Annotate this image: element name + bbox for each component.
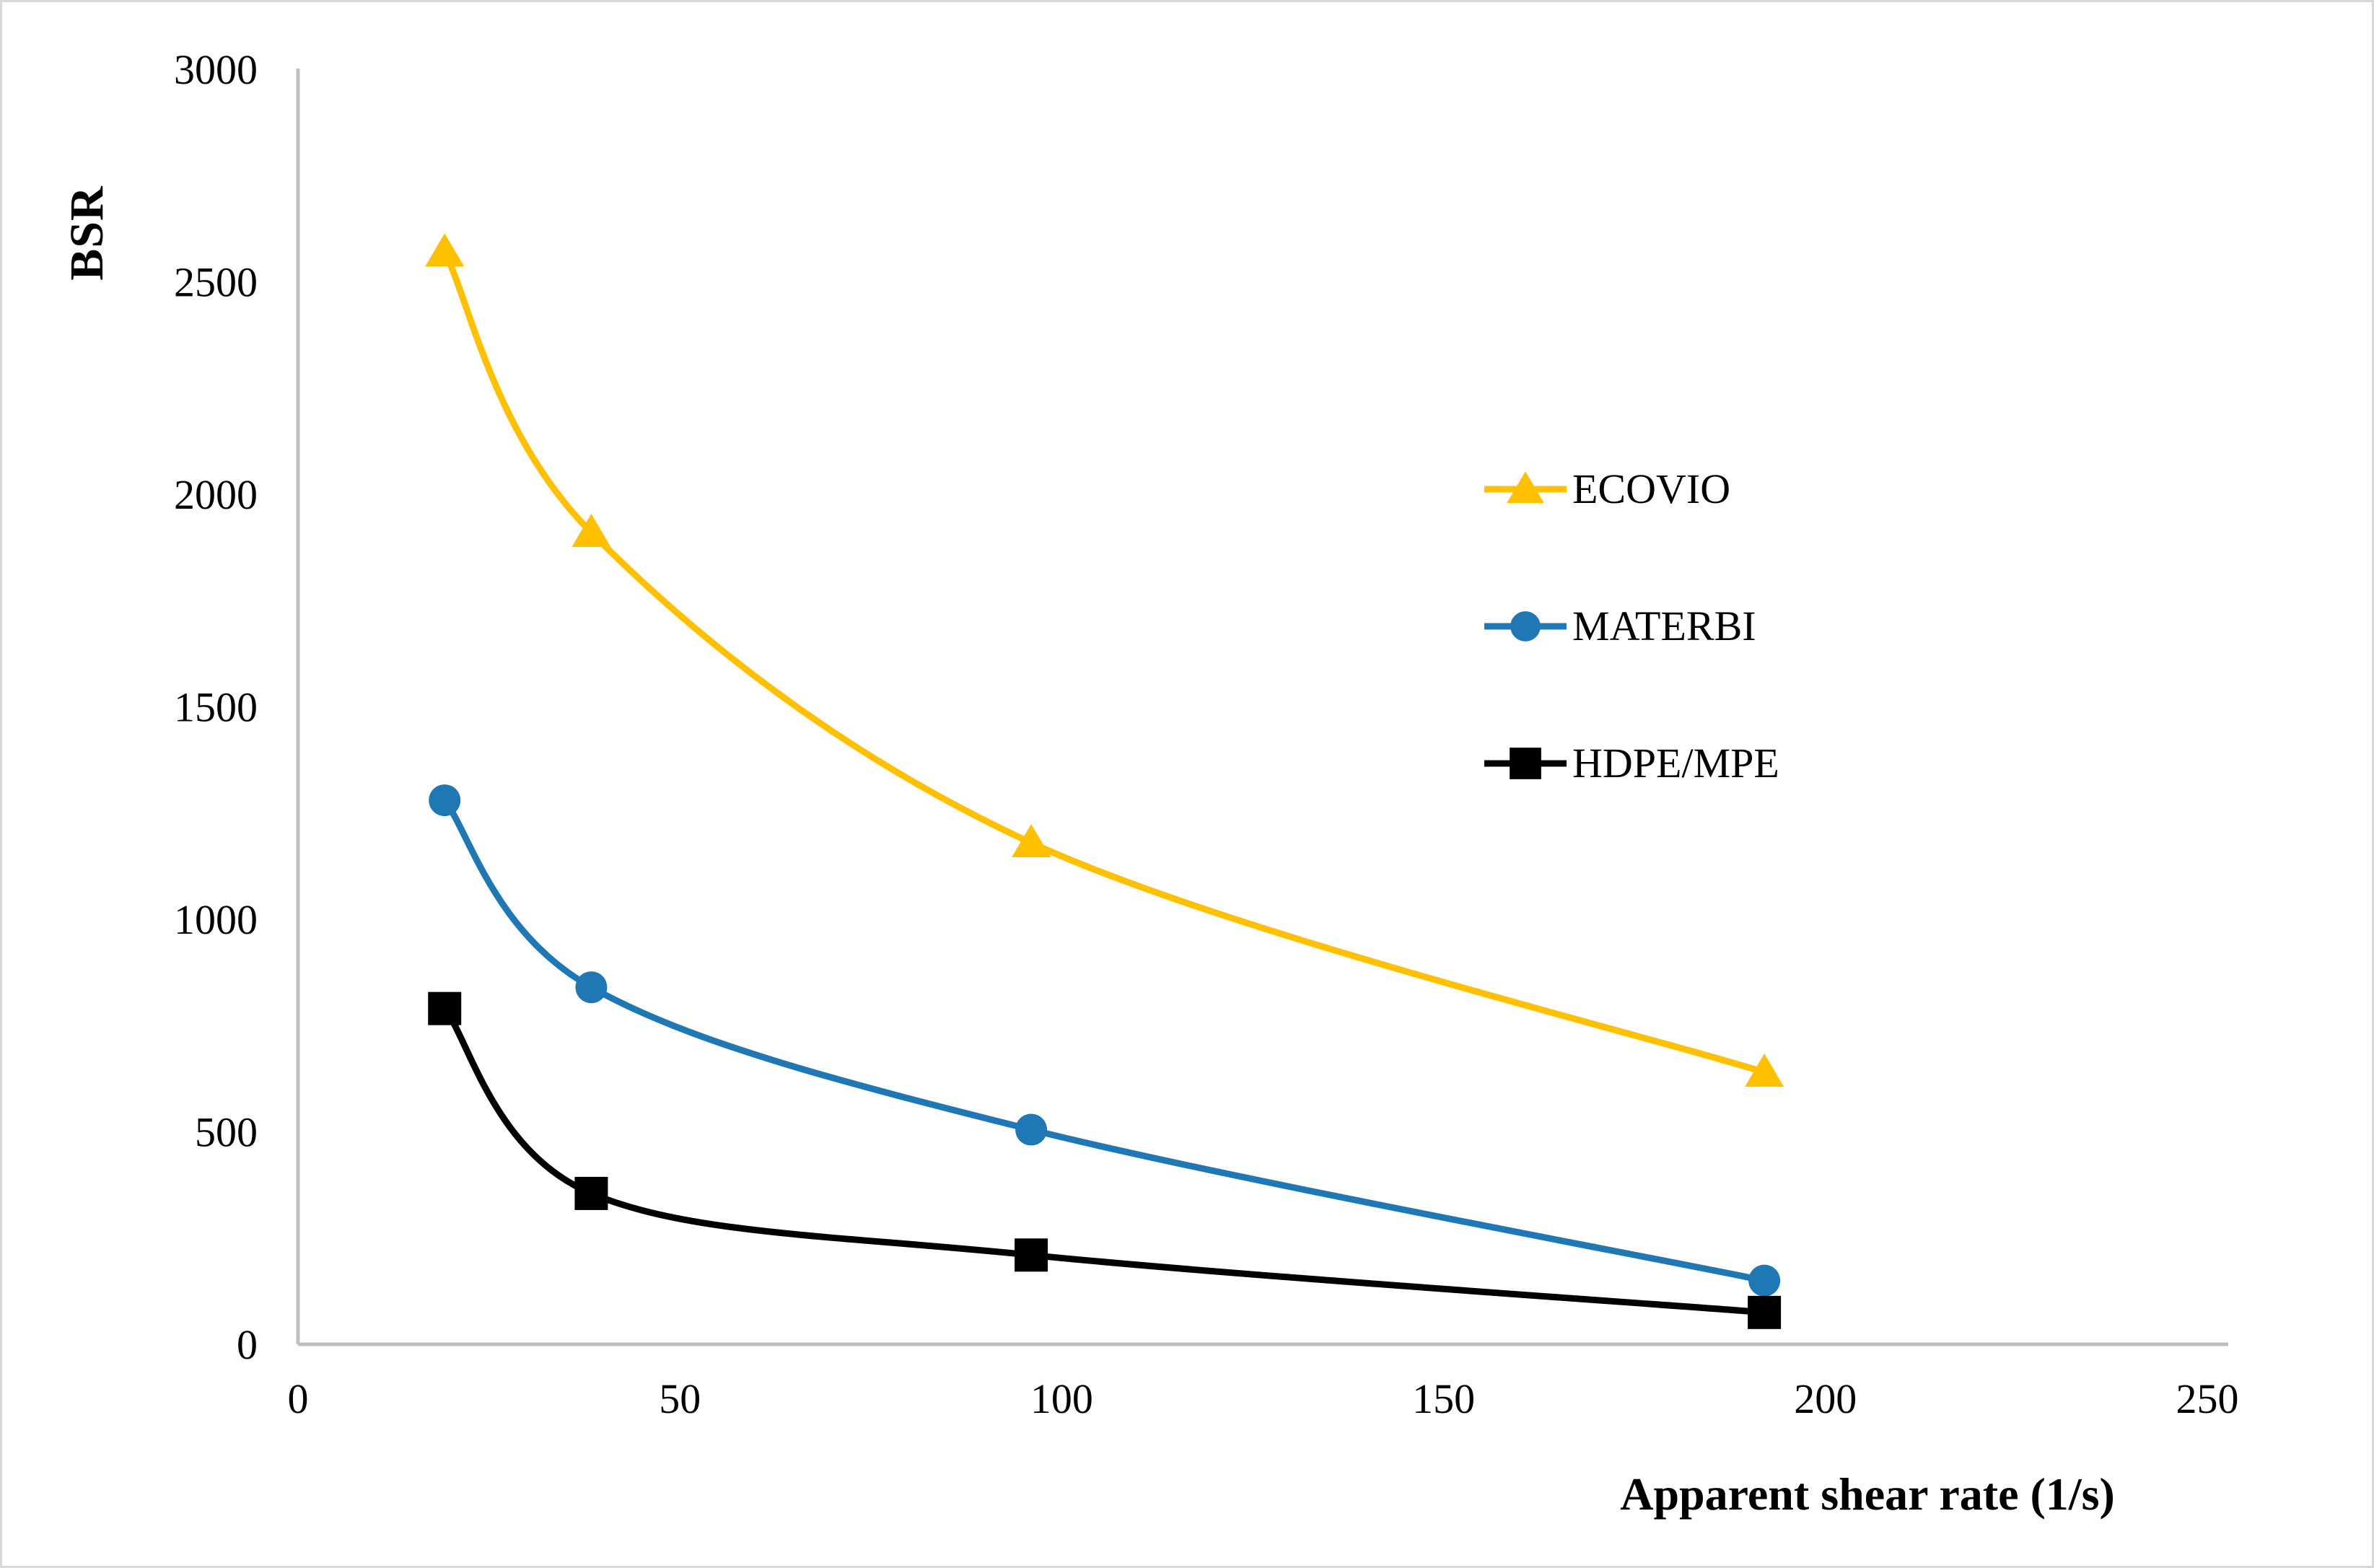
square-legend-swatch — [1484, 748, 1567, 779]
legend: ECOVIO MATERBI HDPE/MPE — [1483, 464, 1779, 875]
x-tick-label: 250 — [2176, 1375, 2239, 1422]
legend-label: MATERBI — [1572, 603, 1756, 649]
circle-marker — [1748, 1264, 1781, 1297]
legend-item-materbi: MATERBI — [1483, 601, 1779, 652]
triangle-marker — [1745, 1054, 1784, 1087]
x-tick-label: 150 — [1412, 1375, 1475, 1422]
legend-label: ECOVIO — [1572, 465, 1731, 512]
legend-label: HDPE/MPE — [1572, 740, 1779, 787]
y-tick-label: 1500 — [174, 684, 258, 731]
triangle-marker — [571, 514, 611, 548]
y-tick-label: 1000 — [174, 896, 258, 943]
square-marker — [428, 991, 462, 1025]
legend-item-hdpe-mpe: HDPE/MPE — [1483, 738, 1779, 789]
circle-marker — [429, 784, 461, 817]
square-marker — [1015, 1238, 1048, 1272]
y-tick-label: 0 — [237, 1321, 258, 1368]
circle-marker — [1015, 1113, 1048, 1146]
series-line-materbi — [442, 798, 1766, 1284]
square-marker — [1510, 748, 1541, 779]
x-tick-label: 0 — [288, 1375, 309, 1422]
series-line-ecovio — [442, 250, 1766, 1076]
series-line-hdpe-mpe — [442, 1006, 1765, 1316]
y-axis-title: BSR — [61, 185, 113, 281]
legend-item-ecovio: ECOVIO — [1483, 464, 1779, 514]
y-tick-label: 3000 — [174, 46, 258, 93]
square-marker — [574, 1176, 608, 1210]
y-tick-label: 2500 — [174, 259, 258, 306]
y-tick-label: 500 — [195, 1109, 258, 1156]
circle-marker — [575, 971, 608, 1004]
triangle-legend-swatch — [1484, 471, 1567, 503]
x-tick-label: 200 — [1794, 1375, 1857, 1422]
triangle-marker — [1012, 823, 1051, 857]
triangle-marker — [425, 233, 465, 267]
x-tick-label: 100 — [1030, 1375, 1093, 1422]
circle-legend-swatch — [1484, 611, 1567, 641]
triangle-marker — [1507, 471, 1544, 503]
circle-marker — [1510, 611, 1541, 641]
y-tick-label: 2000 — [174, 471, 258, 518]
x-tick-label: 50 — [659, 1375, 701, 1422]
square-marker — [1748, 1295, 1782, 1329]
x-axis-title: Apparent shear rate (1/s) — [1620, 1468, 2115, 1520]
